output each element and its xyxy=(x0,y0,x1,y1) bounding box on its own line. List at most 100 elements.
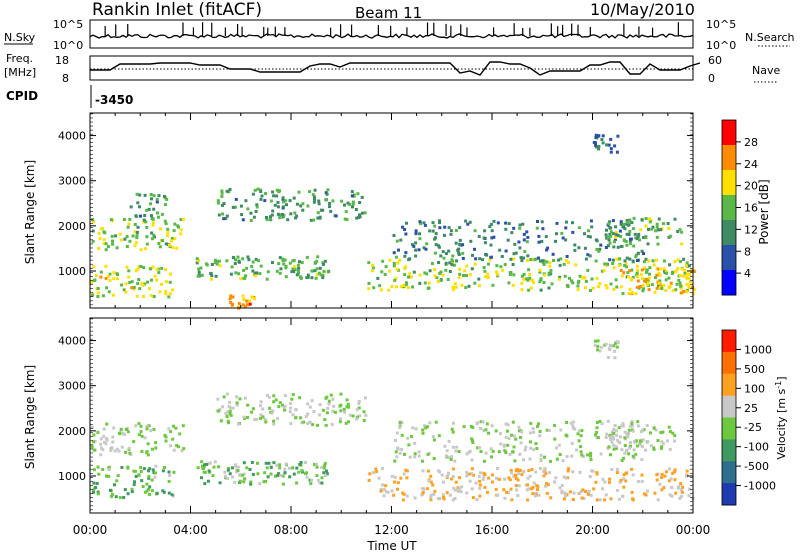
data-cell xyxy=(357,400,361,403)
data-cell xyxy=(511,263,515,266)
data-cell xyxy=(625,448,629,452)
data-cell xyxy=(110,494,114,498)
data-cell xyxy=(164,435,168,439)
data-cell xyxy=(119,427,123,431)
data-cell xyxy=(460,283,464,287)
data-cell xyxy=(176,445,180,449)
data-cell xyxy=(489,222,493,226)
data-cell xyxy=(230,265,234,269)
data-cell xyxy=(614,278,618,282)
data-cell xyxy=(497,450,501,454)
data-cell xyxy=(173,237,177,241)
data-cell xyxy=(119,429,123,433)
data-cell xyxy=(152,427,156,431)
data-cell xyxy=(122,218,126,221)
data-cell xyxy=(164,439,168,443)
data-cell xyxy=(168,243,171,247)
data-cell xyxy=(465,264,469,268)
data-cell xyxy=(658,267,662,271)
data-cell xyxy=(465,274,468,277)
data-cell xyxy=(608,477,612,481)
data-cell xyxy=(105,438,109,442)
data-cell xyxy=(566,285,570,288)
data-cell xyxy=(196,466,200,470)
data-cell xyxy=(352,194,356,198)
data-cell xyxy=(300,421,304,425)
data-cell xyxy=(150,214,153,218)
data-cell xyxy=(120,445,124,449)
data-cell xyxy=(607,480,611,484)
data-cell xyxy=(462,425,466,429)
data-cell xyxy=(237,302,241,305)
data-cell xyxy=(443,225,447,229)
data-cell xyxy=(150,489,154,493)
data-cell xyxy=(634,255,638,259)
data-cell xyxy=(609,497,613,501)
data-cell xyxy=(527,288,531,292)
data-cell xyxy=(491,283,495,287)
data-cell xyxy=(594,238,598,242)
data-cell xyxy=(565,455,569,459)
data-cell xyxy=(530,468,534,471)
data-cell xyxy=(92,490,96,494)
data-cell xyxy=(522,470,526,473)
data-cell xyxy=(90,445,94,449)
data-cell xyxy=(636,259,639,262)
data-cell xyxy=(508,271,512,275)
data-cell xyxy=(296,263,300,267)
data-cell xyxy=(181,217,185,221)
data-cell xyxy=(383,488,387,492)
data-cell xyxy=(255,203,259,207)
data-cell xyxy=(272,394,276,398)
data-cell xyxy=(491,480,494,484)
data-cell xyxy=(259,400,263,404)
data-cell xyxy=(599,345,603,349)
data-cell xyxy=(134,469,137,473)
data-cell xyxy=(685,474,689,478)
data-cell xyxy=(545,491,549,495)
data-cell xyxy=(164,290,168,294)
data-cell xyxy=(228,409,232,413)
data-cell xyxy=(112,271,116,275)
data-cell xyxy=(478,494,482,498)
data-cell xyxy=(517,484,521,488)
data-cell xyxy=(555,457,559,461)
data-cell xyxy=(426,469,430,473)
data-cell xyxy=(228,400,232,404)
data-cell xyxy=(316,211,320,215)
data-cell xyxy=(615,438,619,442)
data-cell xyxy=(158,245,162,249)
data-cell xyxy=(197,267,201,271)
data-cell xyxy=(241,257,245,261)
data-cell xyxy=(344,210,348,214)
data-cell xyxy=(299,204,303,208)
data-cell xyxy=(222,395,226,399)
data-cell xyxy=(315,267,319,271)
data-cell xyxy=(609,137,613,141)
data-cell xyxy=(97,231,101,235)
data-cell xyxy=(541,259,545,263)
data-cell xyxy=(241,294,245,298)
data-cell xyxy=(141,283,145,287)
data-cell xyxy=(552,259,555,262)
site-title: Rankin Inlet (fitACF) xyxy=(92,0,262,20)
data-cell xyxy=(528,457,532,461)
data-cell xyxy=(396,261,400,265)
data-cell xyxy=(582,496,586,500)
data-cell xyxy=(225,214,229,218)
data-cell xyxy=(376,276,380,280)
data-cell xyxy=(635,237,639,241)
data-cell xyxy=(636,275,640,279)
data-cell xyxy=(592,141,596,144)
data-cell xyxy=(137,433,141,437)
data-cell xyxy=(256,472,260,476)
data-cell xyxy=(237,422,240,426)
data-cell xyxy=(339,417,342,421)
data-cell xyxy=(107,274,111,278)
data-cell xyxy=(152,295,156,298)
data-cell xyxy=(513,459,517,463)
data-cell xyxy=(548,261,552,265)
data-cell xyxy=(495,270,498,274)
data-cell xyxy=(540,220,544,224)
data-cell xyxy=(670,486,674,489)
